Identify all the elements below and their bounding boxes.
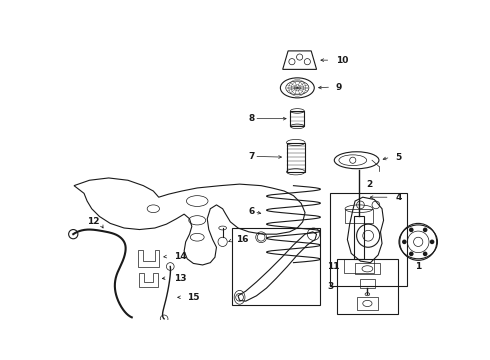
Bar bbox=[357, 297, 378, 310]
Bar bbox=[354, 216, 365, 259]
Text: 4: 4 bbox=[395, 193, 401, 202]
Bar bbox=[360, 279, 375, 288]
Text: 11: 11 bbox=[327, 262, 339, 271]
Text: 13: 13 bbox=[174, 274, 187, 283]
Text: 12: 12 bbox=[87, 217, 99, 226]
Text: 1: 1 bbox=[415, 262, 421, 271]
Bar bbox=[330, 193, 408, 286]
Circle shape bbox=[423, 252, 427, 256]
Bar bbox=[337, 259, 398, 314]
Circle shape bbox=[402, 239, 407, 244]
Bar bbox=[232, 228, 320, 305]
Text: 16: 16 bbox=[236, 235, 248, 244]
Text: 3: 3 bbox=[327, 282, 334, 291]
Bar bbox=[291, 111, 304, 126]
Circle shape bbox=[423, 228, 427, 232]
Circle shape bbox=[409, 228, 414, 232]
Bar bbox=[287, 143, 305, 172]
Bar bbox=[345, 209, 373, 222]
Text: 9: 9 bbox=[336, 82, 342, 91]
Circle shape bbox=[430, 239, 435, 244]
Text: 7: 7 bbox=[248, 152, 254, 161]
Text: 5: 5 bbox=[395, 153, 401, 162]
Bar bbox=[355, 264, 380, 274]
Text: 15: 15 bbox=[187, 293, 200, 302]
Bar bbox=[343, 259, 374, 273]
Text: 6: 6 bbox=[248, 207, 254, 216]
Text: 10: 10 bbox=[336, 56, 348, 65]
Text: 14: 14 bbox=[174, 252, 187, 261]
Circle shape bbox=[409, 252, 414, 256]
Text: 2: 2 bbox=[366, 180, 372, 189]
Text: 8: 8 bbox=[248, 114, 254, 123]
